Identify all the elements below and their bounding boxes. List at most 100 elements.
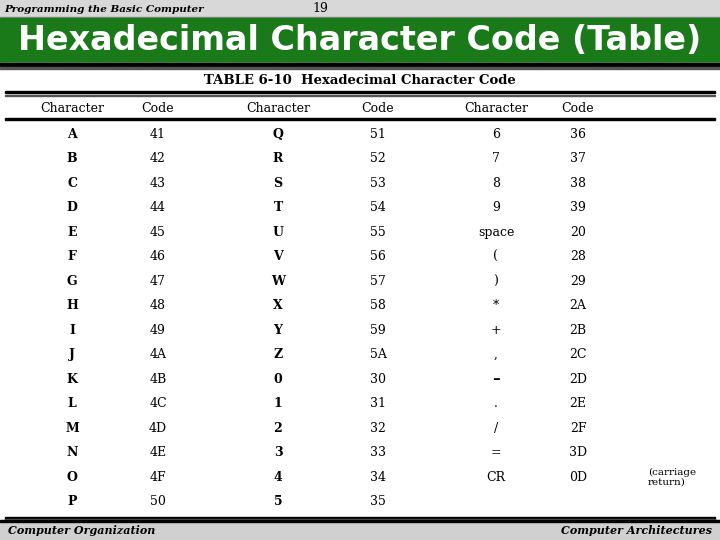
Text: 56: 56 bbox=[370, 250, 386, 263]
Bar bbox=[0, 17, 720, 18]
Bar bbox=[0, 67, 720, 69]
Text: A: A bbox=[67, 128, 77, 141]
Text: Character: Character bbox=[246, 102, 310, 114]
Bar bbox=[0, 520, 720, 540]
Bar bbox=[0, 18, 720, 63]
Text: Programming the Basic Computer: Programming the Basic Computer bbox=[4, 4, 204, 14]
Text: G: G bbox=[67, 275, 77, 288]
Text: 4B: 4B bbox=[149, 373, 166, 386]
Text: /: / bbox=[494, 422, 498, 435]
Text: 35: 35 bbox=[370, 495, 386, 508]
Text: 47: 47 bbox=[150, 275, 166, 288]
Text: L: L bbox=[68, 397, 76, 410]
Bar bbox=[0, 63, 720, 65]
Text: 4F: 4F bbox=[150, 471, 166, 484]
Text: Computer Organization: Computer Organization bbox=[8, 524, 156, 536]
Text: Hexadecimal Character Code (Table): Hexadecimal Character Code (Table) bbox=[19, 24, 701, 57]
Text: 45: 45 bbox=[150, 226, 166, 239]
Bar bbox=[0, 0, 720, 18]
Bar bbox=[5, 517, 715, 518]
Bar bbox=[5, 91, 715, 93]
Text: X: X bbox=[273, 299, 283, 312]
Text: 32: 32 bbox=[370, 422, 386, 435]
Text: 2: 2 bbox=[274, 422, 282, 435]
Bar bbox=[5, 118, 715, 119]
Text: 53: 53 bbox=[370, 177, 386, 190]
Bar bbox=[0, 63, 720, 520]
Text: S: S bbox=[274, 177, 282, 190]
Text: D: D bbox=[66, 201, 78, 214]
Text: 7: 7 bbox=[492, 152, 500, 165]
Text: P: P bbox=[67, 495, 77, 508]
Text: 48: 48 bbox=[150, 299, 166, 312]
Text: Q: Q bbox=[273, 128, 284, 141]
Text: 2B: 2B bbox=[570, 324, 587, 337]
Text: 43: 43 bbox=[150, 177, 166, 190]
Text: I: I bbox=[69, 324, 75, 337]
Bar bbox=[5, 519, 715, 520]
Text: U: U bbox=[272, 226, 284, 239]
Text: 42: 42 bbox=[150, 152, 166, 165]
Text: 1: 1 bbox=[274, 397, 282, 410]
Text: return): return) bbox=[648, 477, 686, 486]
Text: 5A: 5A bbox=[369, 348, 387, 361]
Text: 36: 36 bbox=[570, 128, 586, 141]
Text: 0D: 0D bbox=[569, 471, 587, 484]
Text: 2D: 2D bbox=[569, 373, 587, 386]
Text: 55: 55 bbox=[370, 226, 386, 239]
Text: 33: 33 bbox=[370, 446, 386, 459]
Text: 4: 4 bbox=[274, 471, 282, 484]
Text: ,: , bbox=[494, 348, 498, 361]
Text: F: F bbox=[68, 250, 76, 263]
Text: 20: 20 bbox=[570, 226, 586, 239]
Text: =: = bbox=[491, 446, 501, 459]
Text: 49: 49 bbox=[150, 324, 166, 337]
Text: Y: Y bbox=[274, 324, 282, 337]
Text: 4E: 4E bbox=[150, 446, 166, 459]
Text: 2E: 2E bbox=[570, 397, 587, 410]
Text: 4D: 4D bbox=[149, 422, 167, 435]
Text: 2C: 2C bbox=[570, 348, 587, 361]
Text: space: space bbox=[478, 226, 514, 239]
Text: .: . bbox=[494, 397, 498, 410]
Text: Character: Character bbox=[464, 102, 528, 114]
Text: Code: Code bbox=[361, 102, 395, 114]
Text: 0: 0 bbox=[274, 373, 282, 386]
Text: 3: 3 bbox=[274, 446, 282, 459]
Text: T: T bbox=[274, 201, 283, 214]
Text: Code: Code bbox=[142, 102, 174, 114]
Text: C: C bbox=[67, 177, 77, 190]
Text: N: N bbox=[66, 446, 78, 459]
Text: 2F: 2F bbox=[570, 422, 586, 435]
Text: 50: 50 bbox=[150, 495, 166, 508]
Text: J: J bbox=[69, 348, 75, 361]
Text: 6: 6 bbox=[492, 128, 500, 141]
Text: 52: 52 bbox=[370, 152, 386, 165]
Text: 37: 37 bbox=[570, 152, 586, 165]
Text: *: * bbox=[493, 299, 499, 312]
Text: Character: Character bbox=[40, 102, 104, 114]
Text: (: ( bbox=[493, 250, 498, 263]
Text: 30: 30 bbox=[370, 373, 386, 386]
Text: 4A: 4A bbox=[150, 348, 166, 361]
Text: H: H bbox=[66, 299, 78, 312]
Text: CR: CR bbox=[487, 471, 505, 484]
Text: Z: Z bbox=[274, 348, 283, 361]
Text: 3D: 3D bbox=[569, 446, 587, 459]
Text: ): ) bbox=[494, 275, 498, 288]
Text: V: V bbox=[273, 250, 283, 263]
Text: (carriage: (carriage bbox=[648, 468, 696, 477]
Text: 59: 59 bbox=[370, 324, 386, 337]
Text: –: – bbox=[492, 372, 500, 386]
Text: 8: 8 bbox=[492, 177, 500, 190]
Text: 34: 34 bbox=[370, 471, 386, 484]
Text: 5: 5 bbox=[274, 495, 282, 508]
Text: 51: 51 bbox=[370, 128, 386, 141]
Text: 58: 58 bbox=[370, 299, 386, 312]
Text: 57: 57 bbox=[370, 275, 386, 288]
Text: 41: 41 bbox=[150, 128, 166, 141]
Text: O: O bbox=[66, 471, 78, 484]
Text: 2A: 2A bbox=[570, 299, 586, 312]
Text: 54: 54 bbox=[370, 201, 386, 214]
Bar bbox=[5, 94, 715, 96]
